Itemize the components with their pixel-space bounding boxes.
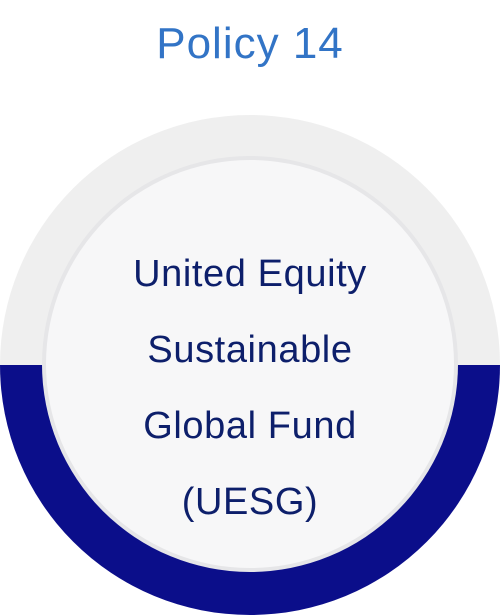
- fund-badge-circle: [46, 160, 454, 568]
- fund-name-line-2: Sustainable: [147, 329, 353, 371]
- fund-name: United Equity Sustainable Global Fund (U…: [46, 236, 454, 540]
- fund-name-line-1: United Equity: [133, 253, 367, 295]
- fund-name-line-3: Global Fund: [143, 405, 357, 447]
- policy-title: Policy 14: [156, 19, 344, 68]
- fund-name-line-4: (UESG): [181, 481, 319, 523]
